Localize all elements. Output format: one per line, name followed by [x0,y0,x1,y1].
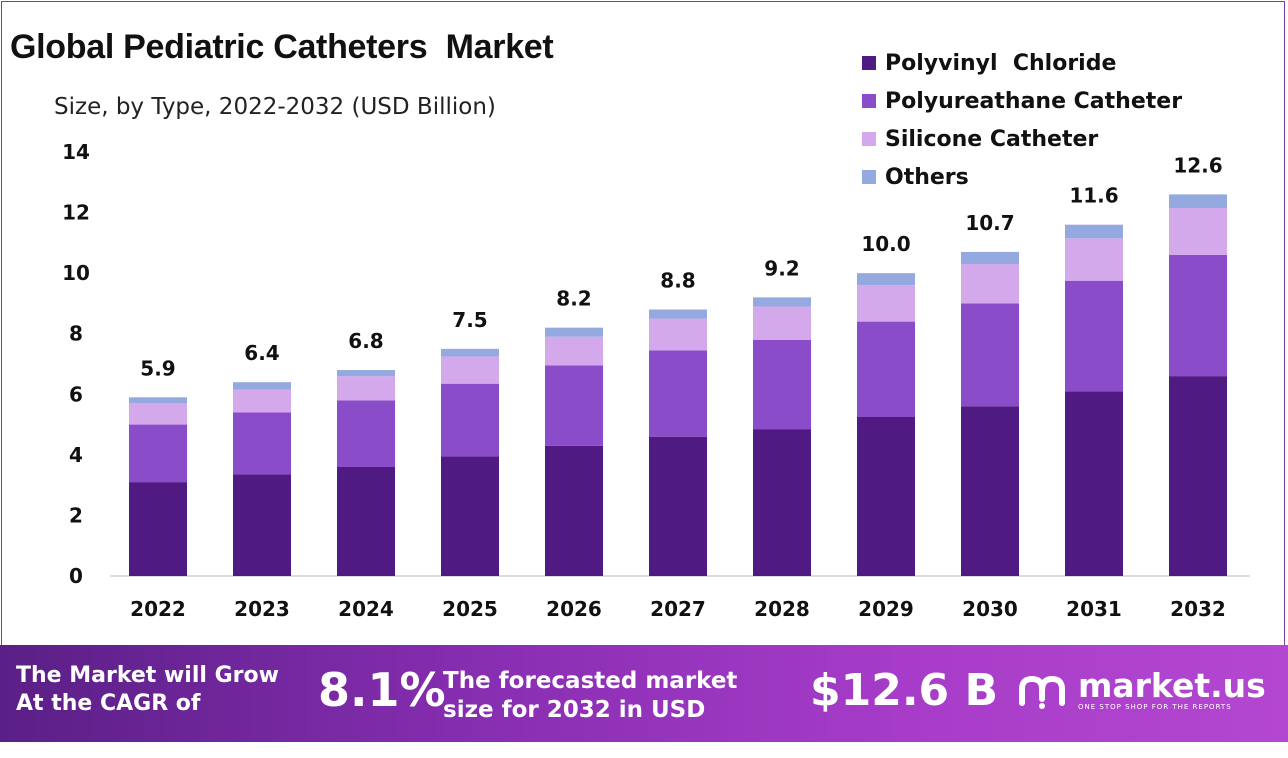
forecast-label: The forecasted market size for 2032 in U… [443,668,738,723]
y-tick-label: 14 [62,140,90,164]
x-tick-label: 2027 [650,597,706,621]
bar-segment-2030-series-1 [961,303,1019,407]
bar-segment-2025-series-0 [441,456,499,576]
bar-segment-2025-series-3 [441,348,499,357]
y-tick-label: 2 [69,503,83,527]
bar-total-label: 7.5 [452,308,487,332]
bar-segment-2030-series-2 [961,264,1019,304]
bar-segment-2027-series-1 [649,350,707,437]
summary-banner: The Market will Grow At the CAGR of 8.1%… [0,645,1288,742]
bar-segment-2028-series-3 [753,297,811,307]
bar-total-label: 6.8 [348,329,383,353]
bar-segment-2031-series-1 [1065,280,1123,392]
bar-segment-2028-series-1 [753,339,811,430]
x-tick-label: 2031 [1066,597,1122,621]
bar-segment-2029-series-1 [857,321,915,417]
x-tick-label: 2026 [546,597,602,621]
brand-name: market.us [1078,666,1266,705]
bar-segment-2027-series-0 [649,436,707,576]
legend-item-others: Others [862,158,1182,196]
bar-total-label: 8.2 [556,287,591,311]
chart-legend: Polyvinyl Chloride Polyureathane Cathete… [862,44,1182,196]
bar-total-label: 10.7 [965,211,1014,235]
chart-title: Global Pediatric Catheters Market [10,28,554,66]
chart-subtitle: Size, by Type, 2022-2032 (USD Billion) [54,94,496,120]
bar-segment-2029-series-2 [857,285,915,322]
legend-label-others: Others [885,164,969,190]
y-tick-label: 4 [69,443,83,467]
bar-segment-2026-series-3 [545,327,603,337]
cagr-label: The Market will Grow At the CAGR of [16,663,279,716]
x-tick-label: 2032 [1170,597,1226,621]
bar-segment-2023-series-2 [233,389,291,413]
legend-swatch-polyureathane [862,94,876,108]
x-tick-label: 2025 [442,597,498,621]
x-tick-label: 2024 [338,597,394,621]
legend-item-silicone: Silicone Catheter [862,120,1182,158]
bar-total-label: 10.0 [861,232,910,256]
legend-swatch-others [862,170,876,184]
bar-segment-2023-series-1 [233,412,291,475]
bar-total-label: 11.6 [1069,184,1118,208]
legend-label-silicone: Silicone Catheter [885,126,1099,152]
bar-segment-2026-series-0 [545,445,603,576]
y-tick-label: 0 [69,564,83,588]
bar-segment-2028-series-0 [753,429,811,576]
brand-logo: market.us ONE STOP SHOP FOR THE REPORTS [1018,669,1266,711]
bar-segment-2031-series-3 [1065,224,1123,239]
legend-swatch-silicone [862,132,876,146]
y-tick-label: 8 [69,322,83,346]
bar-segment-2029-series-3 [857,273,915,286]
bar-segment-2022-series-3 [129,397,187,404]
bar-total-label: 5.9 [140,356,175,380]
bar-segment-2030-series-3 [961,251,1019,265]
bar-total-label: 6.4 [244,341,279,365]
brand-tagline: ONE STOP SHOP FOR THE REPORTS [1078,703,1232,711]
bar-total-label: 12.6 [1173,153,1222,177]
bar-segment-2026-series-2 [545,336,603,366]
bar-segment-2026-series-1 [545,365,603,446]
bar-segment-2024-series-3 [337,370,395,377]
bar-segment-2025-series-1 [441,383,499,457]
bar-segment-2032-series-1 [1169,254,1227,377]
bar-segment-2031-series-2 [1065,238,1123,281]
bar-segment-2024-series-1 [337,400,395,467]
bar-segment-2028-series-2 [753,306,811,340]
x-tick-label: 2022 [130,597,186,621]
bar-segment-2024-series-0 [337,466,395,576]
bar-segment-2030-series-0 [961,406,1019,576]
legend-label-pvc: Polyvinyl Chloride [885,50,1117,76]
bar-total-label: 8.8 [660,268,695,292]
y-tick-label: 6 [69,382,83,406]
legend-item-polyureathane: Polyureathane Catheter [862,82,1182,120]
x-tick-label: 2030 [962,597,1018,621]
legend-swatch-pvc [862,56,876,70]
bar-segment-2027-series-3 [649,309,707,319]
y-tick-label: 12 [62,201,90,225]
legend-label-polyureathane: Polyureathane Catheter [885,88,1183,114]
bar-segment-2022-series-0 [129,482,187,576]
stacked-bar-chart: 0 2 4 6 8 10 12 14 5.9 2022 6.4 2023 6.8 2024 7.5 2025 8… [62,140,1250,621]
y-tick-label: 10 [62,261,90,285]
bar-segment-2032-series-2 [1169,208,1227,255]
bar-segment-2029-series-0 [857,417,915,576]
bar-segment-2024-series-2 [337,376,395,401]
x-tick-label: 2029 [858,597,914,621]
market-us-logo-icon [1019,675,1065,709]
bar-segment-2022-series-2 [129,403,187,425]
legend-item-pvc: Polyvinyl Chloride [862,44,1182,82]
cagr-value: 8.1% [318,663,446,717]
x-tick-label: 2028 [754,597,810,621]
bar-segment-2025-series-2 [441,356,499,384]
bar-segment-2023-series-0 [233,474,291,576]
forecast-value: $12.6 B [810,665,999,716]
bar-total-label: 9.2 [764,256,799,280]
bar-segment-2023-series-3 [233,382,291,390]
bar-segment-2027-series-2 [649,318,707,351]
bar-segment-2032-series-0 [1169,376,1227,576]
bar-segment-2032-series-3 [1169,194,1227,209]
x-tick-label: 2023 [234,597,290,621]
bar-segment-2022-series-1 [129,424,187,483]
bar-segment-2031-series-0 [1065,391,1123,576]
